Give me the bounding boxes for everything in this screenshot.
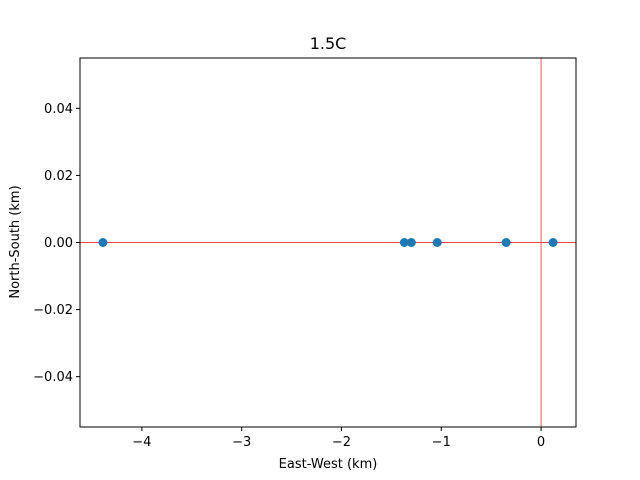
axis-ticks: −4 −3 −2 −1 0 −0.04 −0.02 0.00 0.02 0.04 [33, 102, 545, 450]
y-axis-label: North-South (km) [8, 185, 23, 298]
y-tick-label: −0.02 [33, 303, 73, 318]
y-tick-label: 0.04 [44, 102, 73, 117]
data-point [548, 238, 558, 247]
data-point [98, 238, 108, 247]
data-point [432, 238, 442, 247]
plot-area [79, 57, 577, 428]
chart-title: 1.5C [310, 34, 347, 53]
y-tick-label: −0.04 [33, 370, 73, 385]
data-point [501, 238, 511, 247]
x-tick-label: −3 [232, 435, 251, 450]
y-tick-label: 0.02 [44, 169, 73, 184]
x-tick-label: −2 [332, 435, 351, 450]
data-point [399, 238, 409, 247]
x-tick-label: 0 [537, 435, 545, 450]
x-tick-label: −4 [132, 435, 151, 450]
x-tick-label: −1 [432, 435, 451, 450]
x-axis-label: East-West (km) [279, 457, 378, 472]
y-tick-label: 0.00 [44, 236, 73, 251]
data-point [406, 238, 416, 247]
